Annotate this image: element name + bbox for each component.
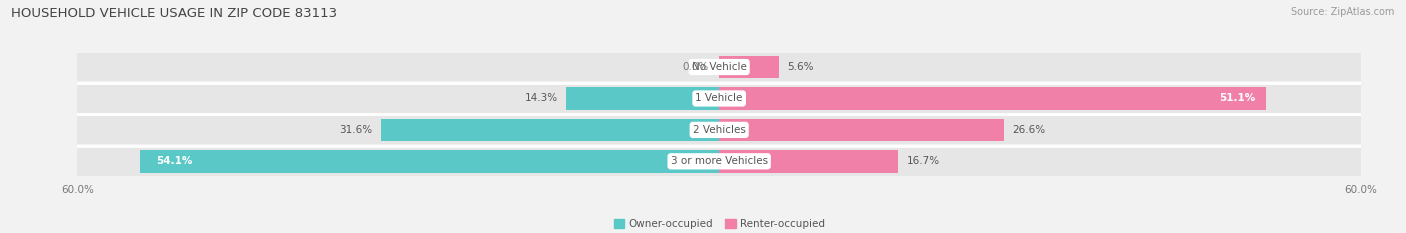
Bar — [720, 119, 1004, 141]
Text: 0.0%: 0.0% — [682, 62, 709, 72]
Text: 2 Vehicles: 2 Vehicles — [693, 125, 745, 135]
Legend: Owner-occupied, Renter-occupied: Owner-occupied, Renter-occupied — [609, 215, 830, 233]
Text: 14.3%: 14.3% — [524, 93, 558, 103]
Bar — [381, 119, 720, 141]
Text: 51.1%: 51.1% — [1219, 93, 1256, 103]
Text: 54.1%: 54.1% — [156, 156, 193, 166]
Text: 31.6%: 31.6% — [339, 125, 373, 135]
Bar — [720, 87, 1265, 110]
Text: HOUSEHOLD VEHICLE USAGE IN ZIP CODE 83113: HOUSEHOLD VEHICLE USAGE IN ZIP CODE 8311… — [11, 7, 337, 20]
Bar — [77, 84, 1361, 113]
Bar — [720, 56, 779, 78]
Bar — [141, 150, 720, 173]
Text: 5.6%: 5.6% — [787, 62, 814, 72]
Bar — [720, 150, 898, 173]
Text: 26.6%: 26.6% — [1012, 125, 1046, 135]
Bar — [77, 147, 1361, 176]
Bar — [77, 115, 1361, 144]
Text: 1 Vehicle: 1 Vehicle — [696, 93, 742, 103]
Bar — [77, 53, 1361, 82]
Text: Source: ZipAtlas.com: Source: ZipAtlas.com — [1291, 7, 1395, 17]
Bar — [567, 87, 720, 110]
Text: 16.7%: 16.7% — [907, 156, 939, 166]
Text: No Vehicle: No Vehicle — [692, 62, 747, 72]
Text: 3 or more Vehicles: 3 or more Vehicles — [671, 156, 768, 166]
